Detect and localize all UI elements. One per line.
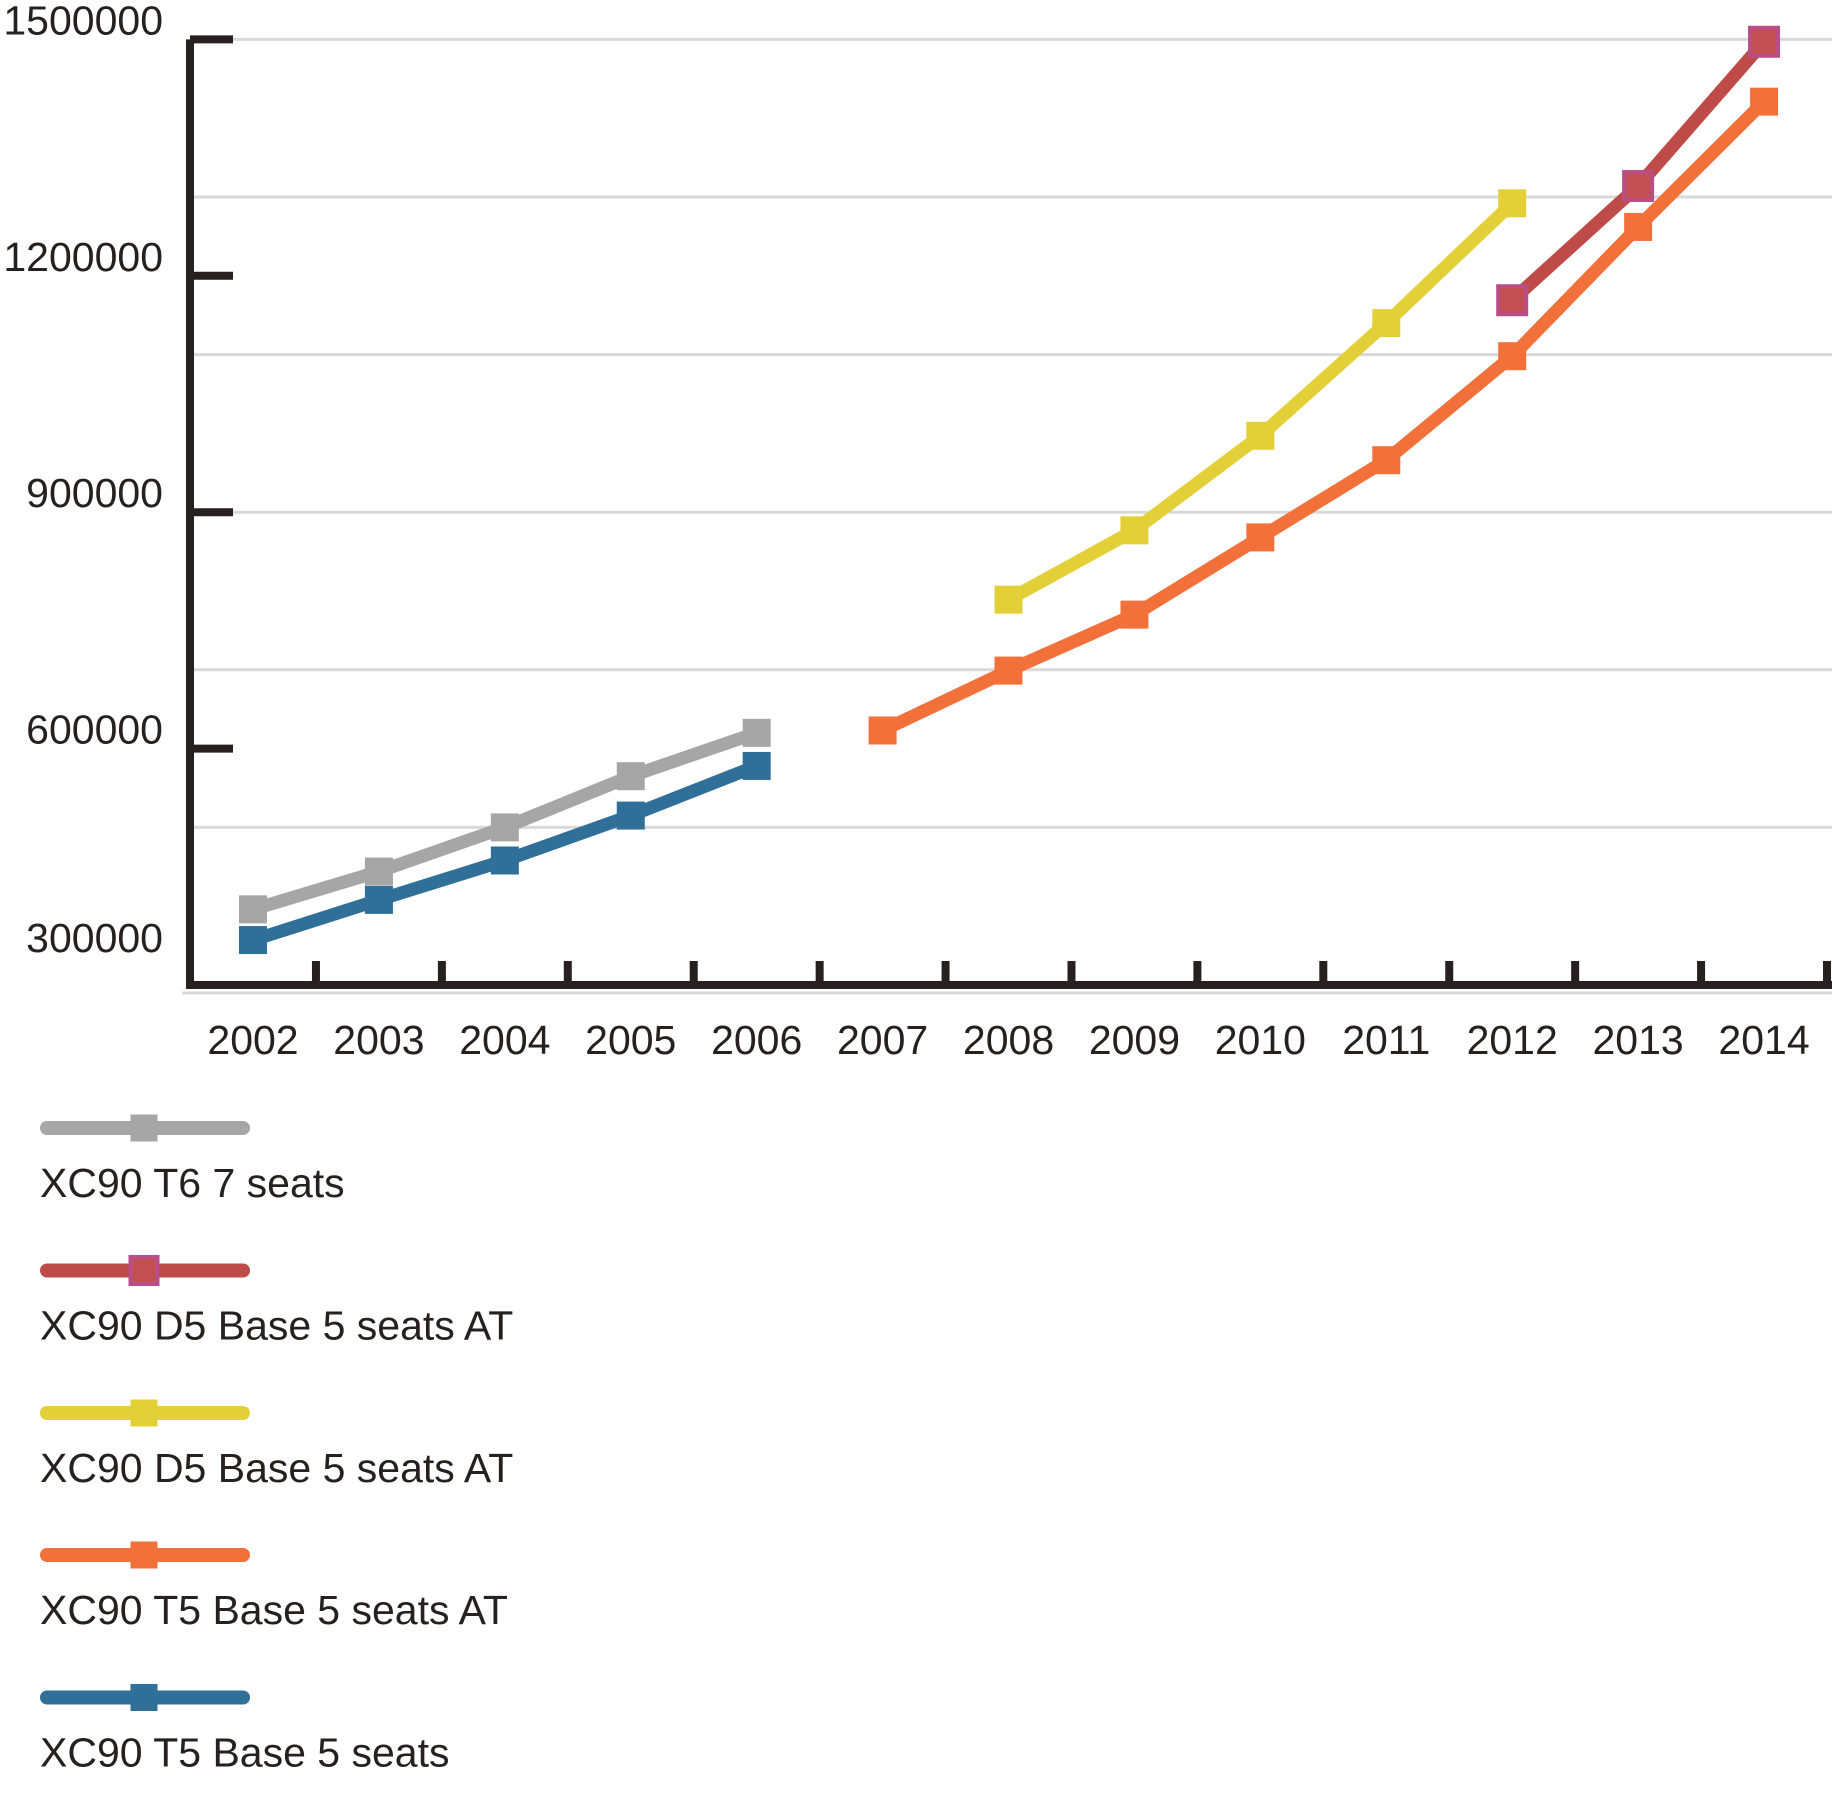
series-4-xc90-t5-base-5-seats (239, 751, 771, 955)
legend-item-1: XC90 D5 Base 5 seats AT (40, 1255, 513, 1349)
data-point-marker (1498, 189, 1527, 218)
x-axis: 2002 2003 2004 2005 2006 2007 2008 2009 2010 2011… (186, 961, 1832, 1063)
data-point-marker (868, 716, 897, 745)
legend-label: XC90 T5 Base 5 seats AT (40, 1587, 508, 1633)
data-point-marker (1748, 25, 1781, 58)
data-point-marker (1624, 212, 1653, 241)
data-point-marker (994, 585, 1023, 614)
y-axis-label-300000: 300000 (26, 915, 163, 961)
data-point-marker (1622, 169, 1655, 202)
data-point-marker (742, 718, 771, 747)
x-axis-label-2009: 2009 (1089, 1017, 1180, 1063)
x-axis-label-2010: 2010 (1215, 1017, 1306, 1063)
series-line (879, 97, 1769, 737)
data-point-marker (1246, 523, 1275, 552)
series-0-xc90-t6-7-seats (239, 718, 771, 924)
data-point-marker (1496, 284, 1529, 317)
data-point-marker (1120, 516, 1149, 545)
legend-swatch-marker (130, 1684, 158, 1711)
legend-item-0: XC90 T6 7 seats (40, 1114, 345, 1206)
data-point-marker (742, 751, 771, 780)
legend-label: XC90 D5 Base 5 seats AT (40, 1303, 513, 1349)
data-point-marker (1372, 446, 1401, 475)
legend-swatch-marker (128, 1255, 160, 1286)
legend-swatch-marker (130, 1399, 158, 1427)
series-1-xc90-d5-base-5-seats-at (1496, 25, 1781, 317)
legend-label: XC90 T6 7 seats (40, 1160, 345, 1206)
series-3-xc90-t5-base-5-seats-at (868, 87, 1779, 745)
data-point-marker (490, 846, 519, 875)
data-point-marker (364, 857, 393, 886)
x-axis-label-2005: 2005 (585, 1017, 676, 1063)
x-axis-label-2003: 2003 (333, 1017, 424, 1063)
legend-swatch-marker (130, 1114, 158, 1142)
data-point-marker (364, 885, 393, 914)
data-point-marker (1498, 342, 1527, 371)
y-axis-label-900000: 900000 (26, 470, 163, 516)
legend-label: XC90 D5 Base 5 seats AT (40, 1445, 513, 1491)
data-point-marker (1372, 309, 1401, 338)
data-point-marker (239, 895, 267, 924)
series-2-xc90-d5-base-5-seats-at (994, 189, 1527, 614)
y-axis-label-600000: 600000 (26, 707, 163, 753)
x-axis-label-2007: 2007 (837, 1017, 928, 1063)
x-axis-label-2011: 2011 (1342, 1017, 1430, 1063)
x-axis-label-2006: 2006 (711, 1017, 802, 1063)
legend-item-4: XC90 T5 Base 5 seats (40, 1684, 449, 1776)
legend-item-3: XC90 T5 Base 5 seats AT (40, 1541, 508, 1633)
data-point-marker (994, 656, 1023, 685)
data-point-marker (239, 926, 267, 955)
data-point-marker (1750, 87, 1779, 116)
legend: XC90 T6 7 seats XC90 D5 Base 5 seats AT XC… (40, 1114, 513, 1776)
x-axis-label-2008: 2008 (963, 1017, 1054, 1063)
legend-label: XC90 T5 Base 5 seats (40, 1730, 449, 1776)
y-axis-label-1200000: 1200000 (3, 234, 163, 280)
legend-item-2: XC90 D5 Base 5 seats AT (40, 1399, 513, 1491)
y-axis-label-1500000: 1500000 (3, 0, 163, 43)
y-axis: 300000 600000 900000 1200000 1500000 (3, 0, 233, 989)
x-axis-label-2014: 2014 (1718, 1017, 1809, 1063)
data-point-marker (616, 801, 645, 830)
data-point-marker (1246, 421, 1275, 450)
data-point-marker (1120, 600, 1149, 629)
x-axis-label-2012: 2012 (1467, 1017, 1558, 1063)
data-point-marker (616, 762, 645, 791)
x-axis-label-2013: 2013 (1593, 1017, 1684, 1063)
legend-swatch-marker (130, 1541, 158, 1569)
x-axis-label-2004: 2004 (459, 1017, 550, 1063)
x-axis-label-2002: 2002 (207, 1017, 298, 1063)
data-point-marker (490, 813, 519, 842)
